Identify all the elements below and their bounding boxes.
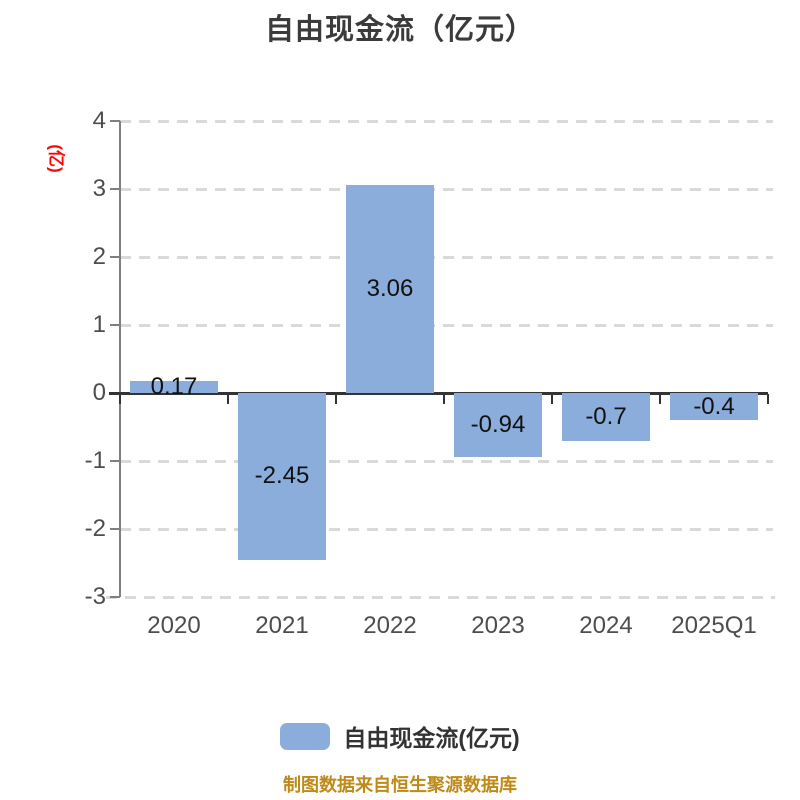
x-axis-tick <box>551 394 553 404</box>
y-axis-tick--2 <box>110 528 120 530</box>
bar-value-label: 3.06 <box>366 274 414 302</box>
bar-value-label: -2.45 <box>254 462 310 490</box>
y-axis-tick-4 <box>110 120 120 122</box>
y-axis-tick-label: -2 <box>84 515 106 542</box>
x-axis-tick <box>659 394 661 404</box>
y-axis-tick--3 <box>110 596 120 598</box>
bar-value-label: -0.94 <box>470 410 526 438</box>
gridline-y-4 <box>120 120 773 123</box>
bar-2025Q1 <box>670 393 758 421</box>
y-axis-tick-3 <box>110 188 120 190</box>
x-axis-tick <box>767 394 769 404</box>
x-axis-label-2023: 2023 <box>471 612 525 639</box>
y-axis-tick--1 <box>110 460 120 462</box>
x-axis-tick <box>443 394 445 404</box>
y-axis-line <box>119 121 121 597</box>
y-axis-tick-label: 0 <box>92 379 106 406</box>
zero-line <box>109 392 768 395</box>
bar-2023 <box>454 393 542 457</box>
x-axis-label-2024: 2024 <box>579 612 633 639</box>
x-axis-tick <box>335 394 337 404</box>
legend-label: 自由现金流(亿元) <box>343 725 520 751</box>
legend: 自由现金流(亿元) <box>0 719 800 753</box>
gridline-y--3 <box>106 596 775 599</box>
y-axis-tick-label: -3 <box>84 583 106 610</box>
source-note: 制图数据来自恒生聚源数据库 <box>283 775 517 795</box>
y-axis-tick-label: 2 <box>92 243 106 270</box>
y-axis-tick-1 <box>110 324 120 326</box>
y-axis-tick-label: 3 <box>92 175 106 202</box>
x-axis-label-2020: 2020 <box>147 612 201 639</box>
x-axis-tick <box>227 394 229 404</box>
x-axis-label-2022: 2022 <box>363 612 417 639</box>
gridline-y-1 <box>120 324 773 327</box>
chart-title: 自由现金流（亿元） <box>264 14 535 46</box>
x-axis-label-2025Q1: 2025Q1 <box>671 612 757 639</box>
bar-2020 <box>130 381 218 393</box>
bar-2022 <box>346 184 434 393</box>
gridline-y-2 <box>120 256 773 259</box>
y-axis-title: (亿) <box>46 144 66 173</box>
x-axis-label-2021: 2021 <box>255 612 309 639</box>
x-axis-tick <box>119 394 121 404</box>
legend-swatch <box>280 722 331 750</box>
y-axis-tick-label: 1 <box>92 311 106 338</box>
bar-value-label: -0.4 <box>693 392 735 420</box>
bar-2024 <box>562 393 650 441</box>
y-axis-tick-label: -1 <box>84 447 106 474</box>
bar-value-label: -0.7 <box>585 402 627 430</box>
y-axis-tick-2 <box>110 256 120 258</box>
bar-2021 <box>238 393 326 560</box>
gridline-y--2 <box>120 528 773 531</box>
bar-value-label: 0.17 <box>150 373 198 401</box>
gridline-y-3 <box>120 188 773 191</box>
y-axis-tick-label: 4 <box>92 107 106 134</box>
gridline-y--1 <box>120 460 773 463</box>
